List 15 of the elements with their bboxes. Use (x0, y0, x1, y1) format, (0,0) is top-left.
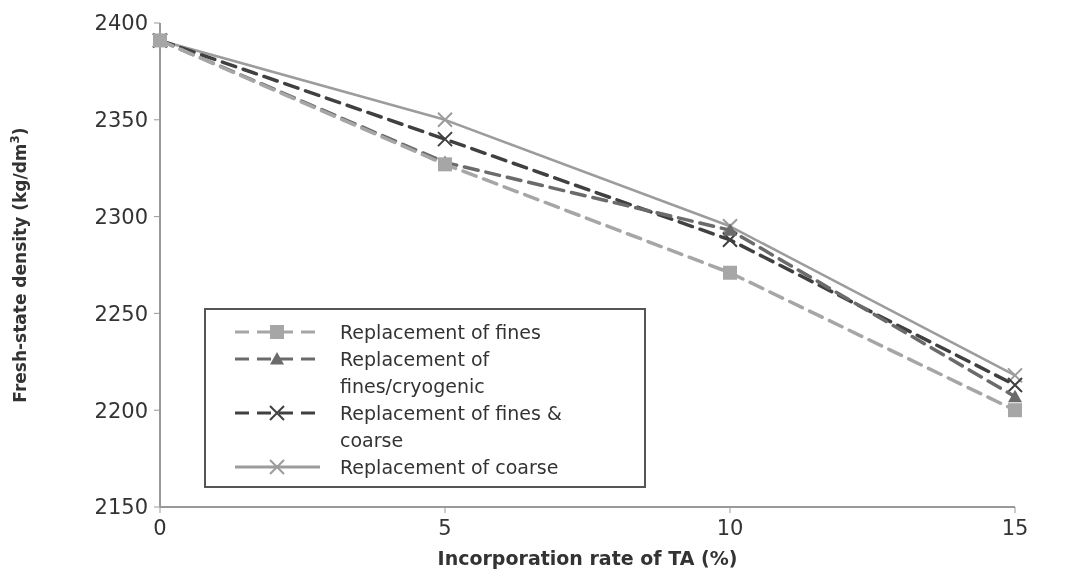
y-tick-label: 2400 (94, 11, 148, 36)
y-tick-label: 2250 (94, 301, 148, 326)
x-tick-label: 15 (1001, 516, 1029, 540)
y-tick-label: 2200 (94, 398, 148, 423)
legend-label: Replacement of fines & coarse (340, 401, 562, 451)
legend-label: Replacement of fines/cryogenic (340, 347, 491, 397)
x-tick-label: 10 (716, 516, 744, 540)
y-tick-label: 2300 (94, 204, 148, 229)
y-tick-label: 2150 (94, 495, 148, 520)
x-tick-label: 0 (153, 516, 167, 540)
x-axis-title: Incorporation rate of TA (%) (437, 547, 738, 569)
legend-label: Replacement of fines (340, 320, 541, 343)
x-tick-label: 5 (438, 516, 452, 540)
legend-label: Replacement of coarse (340, 455, 559, 478)
y-tick-label: 2350 (94, 108, 148, 133)
